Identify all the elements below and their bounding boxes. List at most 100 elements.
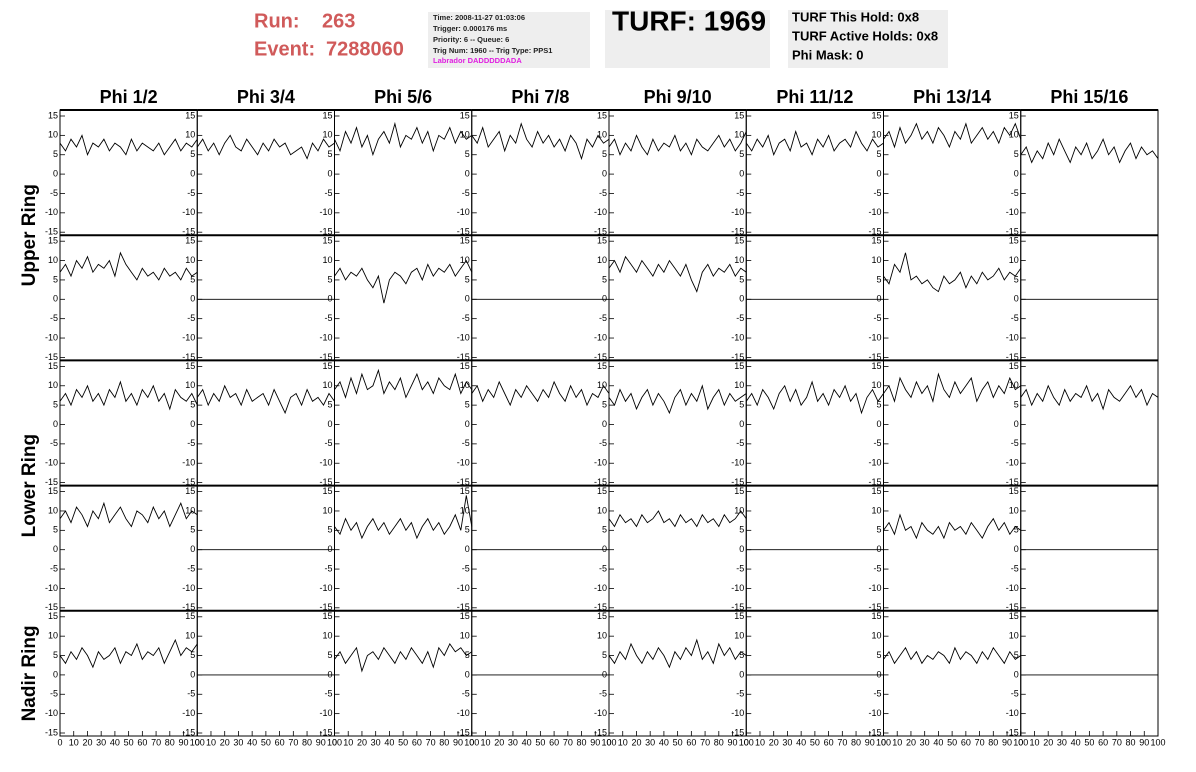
y-tick-label: 5 (602, 650, 607, 660)
panel-frame (471, 610, 610, 737)
y-tick-label: -5 (736, 563, 744, 573)
x-tick-label: 50 (261, 737, 271, 747)
panel-frame (471, 234, 610, 361)
waveform (1020, 384, 1159, 411)
y-tick-label: 0 (602, 669, 607, 679)
y-tick-label: 5 (53, 149, 58, 159)
y-tick-label: 5 (739, 650, 744, 660)
y-tick-label: 5 (876, 400, 881, 410)
y-tick-label: 5 (1014, 149, 1019, 159)
y-tick-label: 15 (734, 236, 744, 246)
y-tick-label: 15 (185, 486, 195, 496)
y-tick-label: 0 (465, 168, 470, 178)
x-tick-label: 60 (1098, 737, 1108, 747)
y-tick-label: 5 (327, 149, 332, 159)
y-tick-label: 0 (1014, 168, 1019, 178)
y-tick-label: 15 (734, 486, 744, 496)
x-tick-label: 30 (1057, 737, 1067, 747)
y-tick-label: 5 (327, 274, 332, 284)
waveform (608, 255, 747, 293)
y-tick-label: 5 (739, 274, 744, 284)
turf-info: TURF This Hold: 0x8 (792, 9, 919, 24)
x-tick-label: 0 (606, 737, 611, 747)
x-tick-label: 80 (302, 737, 312, 747)
y-tick-label: 15 (1009, 486, 1019, 496)
y-tick-label: -5 (50, 313, 58, 323)
y-tick-label: 0 (739, 669, 744, 679)
y-tick-label: -5 (462, 689, 470, 699)
y-tick-label: 0 (465, 419, 470, 429)
y-tick-label: 10 (597, 505, 607, 515)
x-tick-label: 20 (1043, 737, 1053, 747)
y-tick-label: 0 (327, 669, 332, 679)
x-tick-label: 70 (426, 737, 436, 747)
y-tick-label: -5 (324, 563, 332, 573)
y-tick-label: -10 (457, 332, 470, 342)
column-title: Phi 9/10 (644, 87, 712, 107)
y-tick-label: 5 (190, 650, 195, 660)
waveform (334, 121, 473, 157)
x-tick-label: 10 (892, 737, 902, 747)
waveform (608, 638, 747, 669)
y-tick-label: -10 (319, 708, 332, 718)
panel-frame (196, 234, 335, 361)
y-tick-label: 0 (190, 419, 195, 429)
y-tick-label: 15 (322, 486, 332, 496)
column-title: Phi 3/4 (237, 87, 295, 107)
y-tick-label: -15 (1006, 602, 1019, 612)
panel-frame (471, 485, 610, 612)
y-tick-label: -10 (868, 458, 881, 468)
x-tick-label: 10 (755, 737, 765, 747)
y-tick-label: 5 (53, 400, 58, 410)
y-tick-label: 10 (48, 631, 58, 641)
y-tick-label: 10 (48, 130, 58, 140)
panel-frame (883, 359, 1022, 487)
y-tick-label: -10 (45, 207, 58, 217)
x-tick-label: 10 (618, 737, 628, 747)
x-tick-label: 0 (469, 737, 474, 747)
x-tick-label: 100 (876, 737, 891, 747)
y-tick-label: -15 (319, 727, 332, 737)
y-tick-label: -10 (731, 207, 744, 217)
y-tick-label: -10 (731, 708, 744, 718)
y-tick-label: 10 (1009, 255, 1019, 265)
panel-frame (1020, 359, 1159, 487)
y-tick-label: -10 (731, 458, 744, 468)
y-tick-label: -5 (736, 313, 744, 323)
event-label: Event: (254, 38, 315, 60)
x-tick-label: 80 (165, 737, 175, 747)
y-tick-label: 10 (48, 380, 58, 390)
turf-box (605, 10, 770, 68)
x-tick-label: 10 (1029, 737, 1039, 747)
x-tick-label: 20 (82, 737, 92, 747)
panel-frame (196, 359, 335, 487)
y-tick-label: -10 (868, 332, 881, 342)
y-tick-label: 5 (739, 149, 744, 159)
y-tick-label: 0 (602, 294, 607, 304)
y-tick-label: 5 (602, 400, 607, 410)
x-tick-label: 80 (439, 737, 449, 747)
y-tick-label: 15 (460, 110, 470, 120)
y-tick-label: 0 (327, 294, 332, 304)
y-tick-label: -15 (457, 477, 470, 487)
panel-frame (745, 485, 884, 612)
x-tick-label: 70 (1112, 737, 1122, 747)
x-tick-label: 100 (739, 737, 754, 747)
y-tick-label: -5 (1011, 563, 1019, 573)
waveform (608, 510, 747, 528)
panel-frame (745, 610, 884, 737)
y-tick-label: -10 (45, 458, 58, 468)
y-tick-label: 0 (190, 168, 195, 178)
waveform (883, 252, 1022, 293)
x-tick-label: 70 (837, 737, 847, 747)
column-title: Phi 15/16 (1050, 87, 1128, 107)
y-tick-label: -15 (868, 602, 881, 612)
info-line: Priority: 6 -- Queue: 6 (433, 35, 509, 44)
x-tick-label: 70 (975, 737, 985, 747)
y-tick-label: -5 (462, 438, 470, 448)
y-tick-label: -5 (599, 188, 607, 198)
y-tick-label: 10 (322, 505, 332, 515)
x-tick-label: 70 (288, 737, 298, 747)
panel-frame (334, 359, 473, 487)
y-tick-label: 5 (190, 274, 195, 284)
